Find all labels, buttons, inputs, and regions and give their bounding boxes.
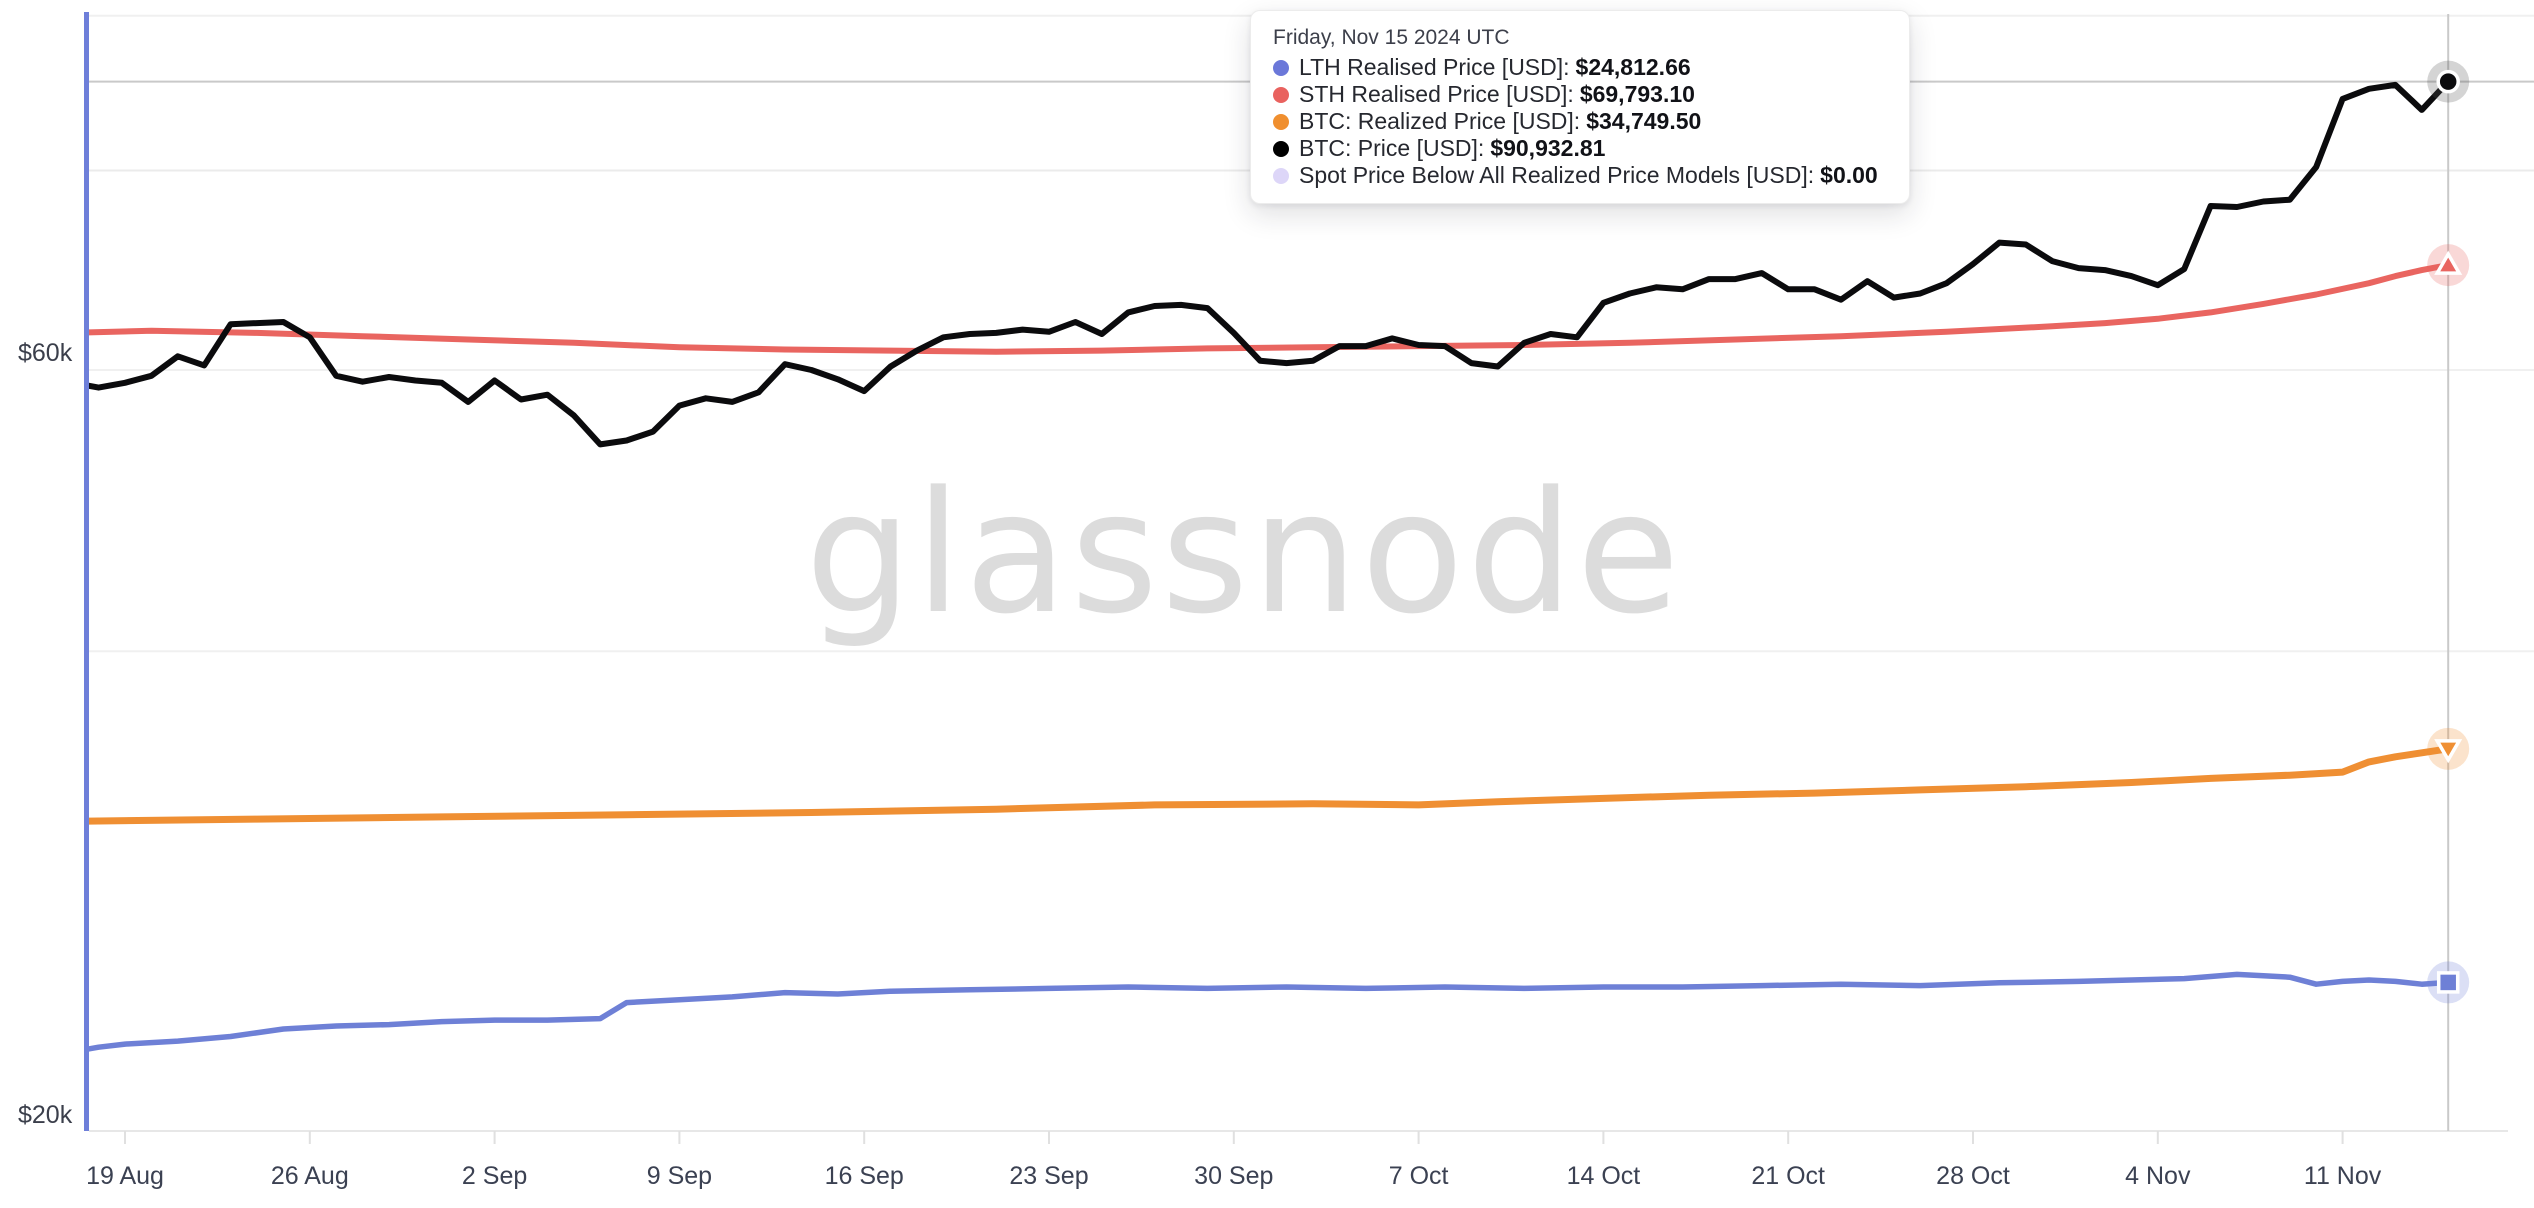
series-line-sth: [89, 262, 2452, 355]
tooltip-series-value: $90,932.81: [1490, 135, 1606, 161]
series-color-dot-icon: [1273, 167, 1289, 184]
tooltip-row: BTC: Price [USD]: $90,932.81: [1273, 135, 1887, 162]
x-axis-label: 16 Sep: [824, 1162, 904, 1190]
x-axis-label: 7 Oct: [1388, 1162, 1449, 1190]
x-axis-label: 26 Aug: [270, 1162, 349, 1190]
tooltip: Friday, Nov 15 2024 UTC LTH Realised Pri…: [1250, 10, 1910, 204]
tooltip-series-value: $69,793.10: [1579, 81, 1695, 107]
x-axis-label: 30 Sep: [1194, 1162, 1274, 1190]
series-color-dot-icon: [1273, 113, 1289, 130]
tooltip-series-label: Spot Price Below All Realized Price Mode…: [1299, 162, 1815, 188]
tooltip-series-value: $24,812.66: [1575, 54, 1691, 80]
series-color-dot-icon: [1273, 86, 1289, 103]
x-axis-label: 9 Sep: [646, 1162, 713, 1190]
btc-price-marker-icon: [2436, 69, 2460, 94]
x-axis-label: 11 Nov: [2303, 1162, 2382, 1190]
x-axis-label: 2 Sep: [461, 1162, 528, 1190]
y-axis-label: $20k: [18, 1100, 73, 1129]
tooltip-row: LTH Realised Price [USD]: $24,812.66: [1273, 54, 1887, 81]
tooltip-series-label: BTC: Price [USD]:: [1299, 135, 1485, 161]
series-color-dot-icon: [1273, 140, 1289, 157]
tooltip-row: Spot Price Below All Realized Price Mode…: [1273, 162, 1887, 189]
x-axis-label: 4 Nov: [2125, 1162, 2191, 1190]
tooltip-row: STH Realised Price [USD]: $69,793.10: [1273, 81, 1887, 108]
tooltip-series-label: BTC: Realized Price [USD]:: [1299, 108, 1581, 134]
x-axis-label: 19 Aug: [86, 1162, 164, 1190]
series-line-btc: [89, 78, 2452, 448]
y-axis-label: $60k: [18, 339, 73, 367]
tooltip-date-title: Friday, Nov 15 2024 UTC: [1273, 26, 1510, 49]
tooltip-series-label: STH Realised Price [USD]:: [1299, 81, 1574, 107]
x-axis-label: 23 Sep: [1009, 1162, 1089, 1190]
x-axis-label: 28 Oct: [1936, 1162, 2010, 1190]
tooltip-series-value: $0.00: [1820, 162, 1878, 188]
realized-price-marker-icon: [2434, 739, 2463, 764]
tooltip-series-label: LTH Realised Price [USD]:: [1299, 54, 1570, 80]
x-axis-label: 14 Oct: [1566, 1162, 1641, 1190]
series-line-lth: [89, 971, 2451, 1052]
series-color-dot-icon: [1273, 59, 1289, 76]
series-line-btc: [89, 745, 2452, 825]
tooltip-row: BTC: Realized Price [USD]: $34,749.50: [1273, 108, 1887, 135]
tooltip-series-value: $34,749.50: [1586, 108, 1702, 134]
x-axis-label: 21 Oct: [1751, 1162, 1826, 1190]
lth-marker-icon: [2436, 971, 2460, 994]
glassnode-watermark: glassnode: [805, 455, 1683, 651]
sth-marker-icon: [2434, 250, 2463, 275]
